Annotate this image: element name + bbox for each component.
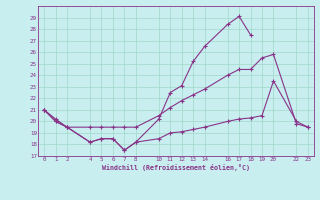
- X-axis label: Windchill (Refroidissement éolien,°C): Windchill (Refroidissement éolien,°C): [102, 164, 250, 171]
